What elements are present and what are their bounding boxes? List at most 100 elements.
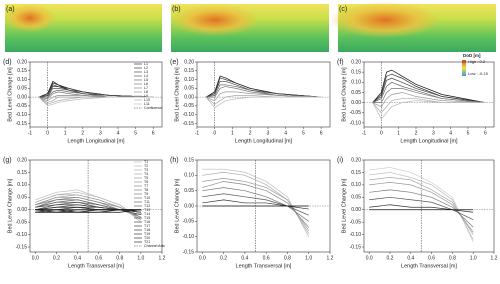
x-tick-label: 0 (380, 130, 383, 136)
y-tick-label: 0.10 (17, 182, 27, 188)
x-tick-label: 0.2 (387, 255, 394, 261)
x-tick-label: 3 (432, 130, 435, 136)
x-tick-label: 2 (249, 130, 252, 136)
map-legend-title: DoD [m] (463, 53, 481, 58)
y-tick-label: -0.10 (183, 234, 195, 240)
legend-label: T6 (144, 180, 148, 184)
x-tick-label: 5 (467, 130, 470, 136)
legend-label: T3 (144, 168, 148, 172)
x-tick-label: 2 (415, 130, 418, 136)
x-tick-label: 3 (267, 130, 270, 136)
series-line (369, 204, 474, 213)
y-tick-label: -0.10 (350, 232, 362, 238)
x-axis-label: Length Transversal [m] (401, 263, 457, 269)
x-tick-label: 3 (99, 130, 102, 136)
x-tick-label: 4 (449, 130, 452, 136)
y-tick-label: 0.10 (17, 77, 27, 83)
legend-label: L2 (144, 66, 148, 70)
panel-label: (b) (172, 6, 181, 13)
x-tick-label: 1 (397, 130, 400, 136)
legend-label: T21 (144, 240, 150, 244)
legend-label: T12 (144, 204, 150, 208)
series-line (202, 187, 309, 222)
series-line (202, 181, 309, 228)
series-line (202, 193, 309, 216)
series-line (205, 91, 322, 102)
x-tick-label: 1 (231, 130, 234, 136)
series-line (369, 167, 474, 243)
legend-label: T1 (144, 160, 148, 164)
series-line (202, 178, 310, 231)
legend-label: T18 (144, 228, 150, 232)
y-tick-label: -0.10 (183, 112, 195, 118)
legend-label: T4 (144, 172, 148, 176)
plot-frame (363, 61, 495, 128)
y-tick-label: -0.15 (16, 121, 28, 127)
series-line (369, 172, 474, 240)
panel-label: (f) (337, 59, 344, 66)
y-tick-label: 0.10 (351, 182, 361, 188)
x-tick-label: 6 (320, 130, 323, 136)
map-legend-ramp (462, 60, 466, 76)
series-line (372, 100, 486, 120)
panel-label: (h) (170, 157, 179, 164)
panel-label: (g) (3, 157, 12, 164)
legend-label: L1 (144, 62, 148, 66)
y-axis-label: Bed Level Change [m] (341, 178, 347, 233)
y-axis-label: Bed Level Change [m] (7, 67, 13, 122)
x-tick-label: 1.2 (159, 255, 166, 261)
y-axis-label: Bed Level Change [m] (174, 67, 180, 122)
x-tick-label: 5 (302, 130, 305, 136)
y-tick-label: -0.05 (350, 110, 362, 116)
y-tick-label: -0.05 (183, 103, 195, 109)
series-line (372, 92, 486, 108)
y-tick-label: 0.20 (17, 59, 27, 65)
series-line (369, 196, 474, 220)
legend-label: L6 (144, 82, 148, 86)
x-tick-label: 0.0 (199, 255, 206, 261)
series-line (205, 75, 322, 98)
y-tick-label: -0.15 (183, 249, 195, 255)
plot-frame (29, 61, 163, 128)
panel: (e) -0.15 -0.10 -0.05 0.00 0.05 0.10 0.15 0.20 -1… (170, 59, 331, 144)
legend-label: T5 (144, 176, 148, 180)
plot-frame (196, 61, 331, 128)
y-tick-label: -0.10 (16, 232, 28, 238)
legend-label: T8 (144, 188, 148, 192)
y-tick-label: 0.15 (184, 68, 194, 74)
series-line (38, 88, 154, 98)
map-hotspot (170, 4, 260, 36)
y-tick-label: 0.15 (17, 68, 27, 74)
series-line (38, 96, 154, 107)
x-tick-label: 0.4 (407, 255, 414, 261)
y-tick-label: 0.15 (351, 170, 361, 176)
legend-label: L7 (144, 86, 148, 90)
legend-label: Channel Axis (144, 244, 165, 248)
series-line (35, 196, 141, 218)
y-tick-label: 0.05 (17, 86, 27, 92)
y-axis-label: Bed Level Change [m] (174, 178, 180, 233)
legend-label: T20 (144, 236, 150, 240)
map-legend-low: Low : -0.15 (468, 71, 489, 76)
legend-label: T10 (144, 196, 150, 200)
legend-label: L10 (144, 98, 150, 102)
y-tick-label: -0.15 (16, 244, 28, 250)
x-axis-label: Length Transversal [m] (236, 263, 292, 269)
series-line (35, 209, 141, 213)
panel-label: (i) (337, 157, 343, 164)
x-tick-label: 2 (81, 130, 84, 136)
y-tick-label: 0.05 (184, 86, 194, 92)
y-tick-label: 0.20 (351, 59, 361, 65)
panel: (g) -0.15 -0.10 -0.05 0.00 0.05 0.10 0.15 0.20 0.… (3, 157, 166, 270)
x-tick-label: 0.0 (366, 255, 373, 261)
x-tick-label: 0.0 (32, 255, 39, 261)
x-axis-label: Length Longitudinal [m] (67, 138, 125, 144)
map-hotspot (4, 4, 56, 32)
map-legend-high: High : 0.2 (468, 59, 486, 64)
x-tick-label: 0.6 (428, 255, 435, 261)
y-tick-label: 0.00 (184, 203, 194, 209)
x-tick-label: 0.2 (53, 255, 60, 261)
y-axis-label: Bed Level Change [m] (7, 178, 13, 233)
y-tick-label: 0.05 (184, 188, 194, 194)
